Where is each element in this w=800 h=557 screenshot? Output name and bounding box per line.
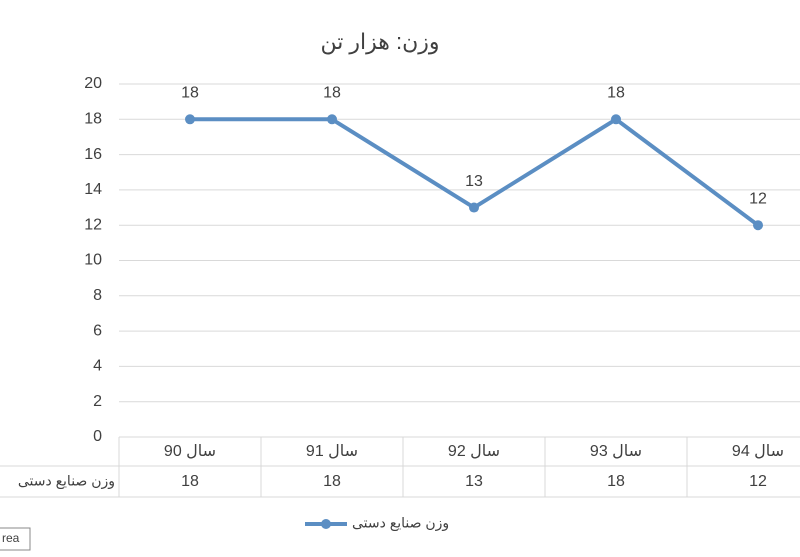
y-tick-label: 10 <box>84 252 102 269</box>
point <box>185 114 195 125</box>
table-value: 18 <box>323 473 341 490</box>
y-tick-label: 2 <box>93 393 102 410</box>
table-row-header: وزن صنایع دستی <box>18 473 115 490</box>
y-tick-label: 16 <box>84 146 102 163</box>
table-value: 18 <box>181 473 199 490</box>
y-tick-label: 20 <box>84 75 102 92</box>
point <box>469 202 479 213</box>
y-tick-label: 0 <box>93 428 102 445</box>
y-tick-label: 14 <box>84 181 102 198</box>
table-value: 13 <box>465 473 483 490</box>
tooltip: rea <box>0 527 31 551</box>
data-label: 18 <box>181 85 199 102</box>
table-value: 12 <box>749 473 767 490</box>
data-label: 18 <box>323 85 341 102</box>
tooltip-text: rea <box>2 531 20 545</box>
point <box>327 114 337 125</box>
table-value: 18 <box>607 473 625 490</box>
x-tick-label: سال 93 <box>590 443 642 460</box>
x-tick-label: سال 92 <box>448 443 500 460</box>
legend-marker <box>321 519 331 529</box>
x-tick-label: سال 90 <box>164 443 216 460</box>
tooltip-box <box>0 527 31 551</box>
x-tick-label: سال 94 <box>732 443 784 460</box>
y-tick-label: 18 <box>84 111 102 128</box>
y-tick-label: 12 <box>84 216 102 233</box>
legend-label: وزن صنایع دستی <box>352 515 449 532</box>
chart-title: وزن: هزار تن <box>320 29 439 54</box>
data-label: 12 <box>749 190 767 207</box>
y-tick-label: 4 <box>93 358 102 375</box>
data-label: 18 <box>607 85 625 102</box>
point <box>753 220 763 231</box>
y-tick-label: 6 <box>93 322 102 339</box>
x-tick-label: سال 91 <box>306 443 358 460</box>
point <box>611 114 621 125</box>
data-label: 13 <box>465 173 483 190</box>
y-tick-label: 8 <box>93 287 102 304</box>
